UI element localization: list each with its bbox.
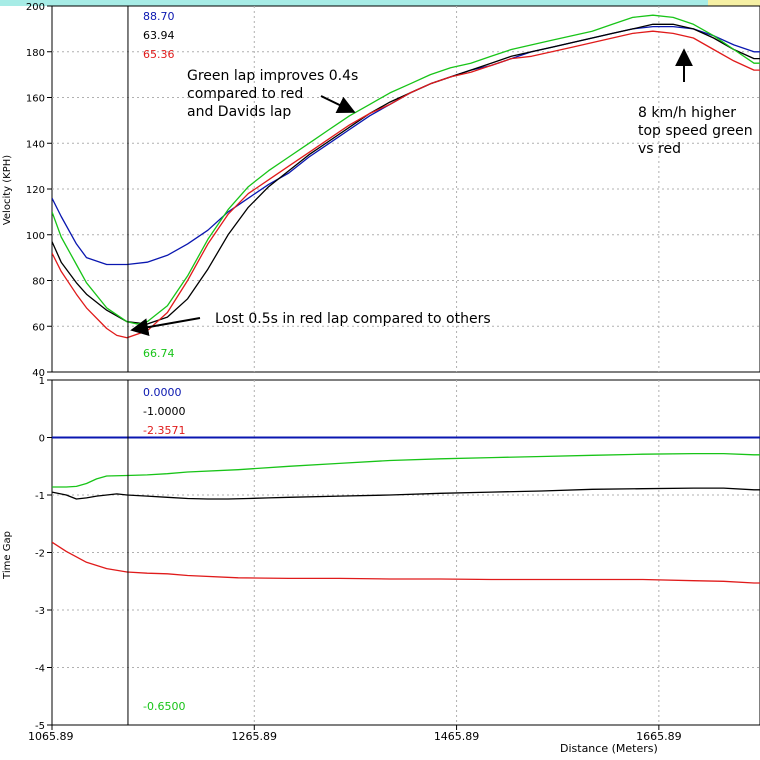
y-tick-label: 100 xyxy=(26,231,45,242)
annotation-line: vs red xyxy=(638,141,681,157)
time-gap-series-line xyxy=(52,541,760,584)
annotation-top-speed: 8 km/h higher top speed green vs red xyxy=(638,48,753,157)
top-bar xyxy=(0,0,708,6)
annotation-arrow xyxy=(320,95,356,114)
velocity-cursor-value-red: 65.36 xyxy=(143,48,175,61)
x-tick-label: 1665.89 xyxy=(636,730,682,743)
velocity-cursor-value-green: 66.74 xyxy=(143,347,175,360)
y-tick-label: 1 xyxy=(39,376,45,387)
annotation-line: top speed green xyxy=(638,123,753,139)
velocity-series-line xyxy=(52,14,760,325)
x-tick-label: 1465.89 xyxy=(434,730,480,743)
annotation-line: compared to red xyxy=(187,86,303,102)
top-bar-accent xyxy=(708,0,760,6)
velocity-series xyxy=(52,14,760,339)
velocity-y-ticks: 200 180 160 140 120 100 80 60 40 xyxy=(26,2,52,379)
y-tick-label: 0 xyxy=(39,434,45,445)
time-gap-cursor-value-blue: 0.0000 xyxy=(143,386,182,399)
y-tick-label: 120 xyxy=(26,185,45,196)
annotation-red-lost: Lost 0.5s in red lap compared to others xyxy=(130,311,491,337)
y-tick-label: -3 xyxy=(35,606,45,617)
time-gap-cursor-value-red: -2.3571 xyxy=(143,424,185,437)
time-gap-cursor-value-green: -0.6500 xyxy=(143,700,185,713)
annotation-arrow xyxy=(130,317,201,337)
x-tick-label: 1265.89 xyxy=(232,730,278,743)
annotation-line: 8 km/h higher xyxy=(638,105,736,121)
velocity-cursor-value-black: 63.94 xyxy=(143,29,175,42)
y-tick-label: 160 xyxy=(26,94,45,105)
velocity-grid xyxy=(52,6,760,372)
x-tick-label: 1065.89 xyxy=(28,730,74,743)
y-tick-label: 200 xyxy=(26,2,45,13)
time-gap-series xyxy=(52,436,760,584)
annotation-line: Lost 0.5s in red lap compared to others xyxy=(215,311,491,327)
y-tick-label: 60 xyxy=(32,322,45,333)
distance-x-axis-label: Distance (Meters) xyxy=(560,742,658,755)
distance-x-ticks: 1065.89 1265.89 1465.89 1665.89 xyxy=(28,725,682,743)
velocity-series-line xyxy=(52,30,760,339)
y-tick-label: 80 xyxy=(32,277,45,288)
y-tick-label: 40 xyxy=(32,368,45,379)
annotation-line: Green lap improves 0.4s xyxy=(187,68,358,84)
y-tick-label: -1 xyxy=(35,491,45,502)
velocity-cursor-value-blue: 88.70 xyxy=(143,10,175,23)
velocity-series-line xyxy=(52,23,760,325)
annotation-line: and Davids lap xyxy=(187,104,291,120)
y-tick-label: 180 xyxy=(26,48,45,59)
velocity-y-axis-label: Velocity (KPH) xyxy=(2,155,13,225)
time-gap-y-axis-label: Time Gap xyxy=(2,531,13,580)
time-gap-series-line xyxy=(52,487,760,500)
annotation-green-improves: Green lap improves 0.4s compared to red … xyxy=(187,68,358,120)
time-gap-series-line xyxy=(52,452,760,488)
time-gap-y-ticks: 1 0 -1 -2 -3 -4 -5 xyxy=(35,376,52,732)
y-tick-label: -5 xyxy=(35,721,45,732)
time-gap-cursor-value-black: -1.0000 xyxy=(143,405,185,418)
time-gap-panel: 1 0 -1 -2 -3 -4 -5 Time Gap 0.0000 -1.0000 -2.… xyxy=(2,376,760,755)
y-tick-label: -4 xyxy=(35,664,45,675)
y-tick-label: 140 xyxy=(26,139,45,150)
y-tick-label: -2 xyxy=(35,549,45,560)
